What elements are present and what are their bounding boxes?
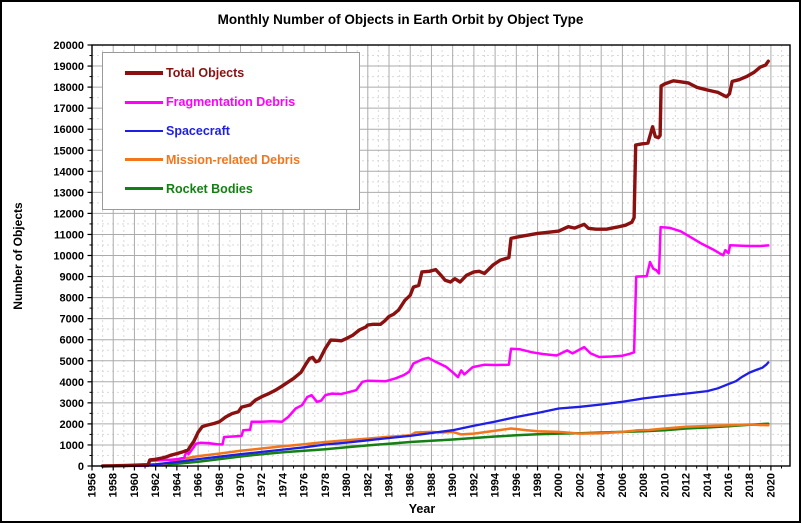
x-tick-label: 2010 [659, 473, 671, 497]
legend-label: Fragmentation Debris [166, 95, 296, 110]
legend-line-swatch [125, 100, 163, 104]
legend-label: Rocket Bodies [166, 181, 253, 196]
series-line-total-objects [100, 59, 770, 468]
x-tick-label: 2000 [553, 473, 565, 497]
y-tick-label: 16000 [53, 124, 84, 136]
y-tick-label: 2000 [60, 419, 84, 431]
x-tick-label: 1984 [384, 472, 396, 497]
x-tick-label: 1956 [87, 473, 99, 497]
legend-line-swatch [125, 71, 163, 76]
x-tick-label: 2014 [702, 472, 714, 497]
legend-line-swatch [125, 158, 163, 162]
x-tick-label: 1994 [490, 472, 502, 497]
y-tick-label: 0 [78, 461, 84, 473]
series-line-spacecraft [109, 361, 770, 468]
tick-labels: 1956 1958 1960 1962 1964 1966 1968 1970 1972 1974… [53, 40, 777, 497]
x-tick-label: 1974 [277, 472, 289, 497]
y-tick-label: 9000 [60, 272, 84, 284]
x-tick-label: 1980 [341, 473, 353, 497]
axes [87, 44, 791, 471]
legend-line-swatch [125, 187, 163, 191]
y-tick-label: 7000 [60, 314, 84, 326]
legend-item-fragmentation-debris: Fragmentation Debris [125, 95, 359, 109]
legend-box: Total Objects Fragmentation Debris Spacecr… [102, 52, 360, 210]
x-tick-label: 1970 [235, 473, 247, 497]
y-tick-label: 13000 [53, 187, 84, 199]
y-tick-label: 4000 [60, 377, 84, 389]
y-tick-label: 1000 [60, 440, 84, 452]
legend-item-rocket-bodies: Rocket Bodies [125, 182, 359, 196]
plot-border [91, 44, 791, 467]
x-tick-label: 2012 [681, 473, 693, 497]
y-tick-label: 18000 [53, 82, 84, 94]
x-tick-label: 1972 [256, 473, 268, 497]
y-tick-label: 14000 [53, 166, 84, 178]
x-tick-label: 2002 [574, 473, 586, 497]
legend-line-swatch [125, 129, 163, 132]
legend-label: Total Objects [166, 66, 245, 81]
x-tick-label: 1968 [214, 473, 226, 497]
x-tick-label: 1998 [532, 473, 544, 497]
legend-item-total-objects: Total Objects [125, 66, 359, 80]
legend-label: Spacecraft [166, 123, 230, 138]
x-tick-label: 2016 [723, 473, 735, 497]
series-line-fragmentation-debris [101, 225, 770, 468]
y-tick-label: 20000 [53, 40, 84, 52]
y-tick-label: 12000 [53, 208, 84, 220]
x-tick-label: 1976 [299, 473, 311, 497]
x-tick-label: 1964 [171, 472, 183, 497]
x-tick-label: 1958 [108, 473, 120, 497]
x-tick-label: 1978 [320, 473, 332, 497]
data-series [100, 59, 770, 468]
x-tick-label: 2006 [617, 473, 629, 497]
y-tick-label: 10000 [53, 251, 84, 263]
y-tick-label: 17000 [53, 103, 84, 115]
series-line-rocket-bodies [109, 422, 770, 468]
x-tick-label: 1988 [426, 473, 438, 497]
x-tick-label: 1982 [362, 473, 374, 497]
x-tick-label: 1990 [447, 473, 459, 497]
x-tick-label: 2020 [765, 473, 777, 497]
x-tick-label: 1996 [511, 473, 523, 497]
y-tick-label: 11000 [54, 229, 84, 241]
x-tick-label: 1992 [468, 473, 480, 497]
legend-item-mission-related-debris: Mission-related Debris [125, 153, 359, 167]
x-tick-label: 2004 [596, 472, 608, 497]
y-tick-label: 3000 [60, 398, 84, 410]
legend-item-spacecraft: Spacecraft [125, 124, 359, 138]
x-tick-label: 1960 [129, 473, 141, 497]
x-axis-title: Year [408, 502, 436, 516]
y-tick-label: 6000 [60, 335, 84, 347]
chart-title: Monthly Number of Objects in Earth Orbit… [217, 12, 584, 27]
y-tick-label: 5000 [60, 356, 84, 368]
y-tick-label: 8000 [60, 293, 84, 305]
y-tick-label: 15000 [53, 145, 84, 157]
x-tick-label: 2008 [638, 473, 650, 497]
x-tick-label: 1962 [150, 473, 162, 497]
y-tick-label: 19000 [53, 61, 84, 73]
x-tick-label: 1966 [193, 473, 205, 497]
legend-label: Mission-related Debris [166, 152, 301, 167]
x-tick-label: 1986 [405, 473, 417, 497]
x-tick-label: 2018 [744, 473, 756, 497]
